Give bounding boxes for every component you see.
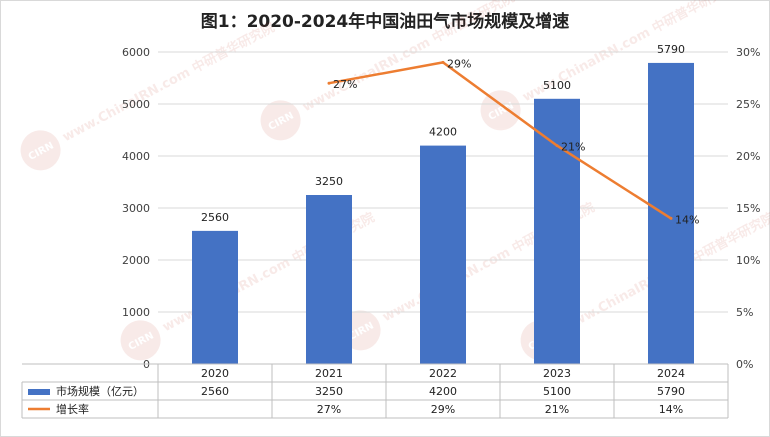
watermark-logo — [120, 320, 161, 361]
x-tick-label: 2020 — [201, 367, 229, 380]
watermark-logo — [20, 130, 61, 171]
y-right-tick-label: 20% — [736, 150, 760, 163]
bar-data-label: 5100 — [543, 79, 571, 92]
growth-data-label: 14% — [675, 213, 699, 226]
chart-title: 图1：2020-2024年中国油田气市场规模及增速 — [201, 11, 570, 32]
growth-point — [555, 144, 559, 148]
y-left-tick-label: 2000 — [122, 254, 150, 267]
table-cell-size: 5100 — [543, 385, 571, 398]
growth-data-label: 29% — [447, 57, 471, 70]
y-right-tick-label: 25% — [736, 98, 760, 111]
y-left-tick-label: 4000 — [122, 150, 150, 163]
y-left-tick-label: 5000 — [122, 98, 150, 111]
growth-data-label: 27% — [333, 78, 357, 91]
x-tick-label: 2024 — [657, 367, 685, 380]
growth-point — [441, 60, 445, 64]
y-left-tick-label: 6000 — [122, 46, 150, 59]
growth-point — [669, 216, 673, 220]
bar — [192, 230, 238, 364]
y-right-tick-label: 5% — [736, 306, 753, 319]
bar — [534, 98, 580, 365]
bar-data-label: 3250 — [315, 175, 343, 188]
legend-label-bar: 市场规模（亿元） — [56, 384, 144, 398]
bar — [648, 62, 694, 365]
table-cell-growth: 21% — [545, 403, 569, 416]
bar — [306, 195, 352, 364]
y-left-tick-label: 3000 — [122, 202, 150, 215]
bar-series: 2560 3250 4200 5100 5790 — [192, 43, 694, 365]
bar — [420, 145, 466, 364]
growth-data-label: 21% — [561, 141, 585, 154]
bar-data-label: 2560 — [201, 211, 229, 224]
watermark-logo — [480, 90, 521, 131]
data-table: 2020 2021 2022 2023 2024 市场规模（亿元） 增长率 2560 3250 4… — [21, 363, 729, 419]
y-right-tick-label: 0% — [736, 358, 753, 371]
y-right-tick-label: 10% — [736, 254, 760, 267]
watermark-logo — [260, 100, 301, 141]
table-cell-growth: 27% — [317, 403, 341, 416]
table-cell-growth: 14% — [659, 403, 683, 416]
table-cell-size: 4200 — [429, 385, 457, 398]
table-cell-size: 5790 — [657, 385, 685, 398]
y-left-tick-label: 1000 — [122, 306, 150, 319]
bar-data-label: 5790 — [657, 43, 685, 56]
bar-data-label: 4200 — [429, 126, 457, 139]
legend-label-line: 增长率 — [56, 402, 89, 416]
table-cell-size: 3250 — [315, 385, 343, 398]
growth-line-series: 27% 29% 21% 14% — [327, 57, 699, 226]
x-tick-label: 2023 — [543, 367, 571, 380]
x-tick-label: 2022 — [429, 367, 457, 380]
growth-line — [328, 61, 672, 220]
y-right-tick-label: 30% — [736, 46, 760, 59]
growth-point — [327, 81, 331, 85]
table-cell-growth: 29% — [431, 403, 455, 416]
y-right-tick-label: 15% — [736, 202, 760, 215]
table-cell-size: 2560 — [201, 385, 229, 398]
x-tick-label: 2021 — [315, 367, 343, 380]
legend-swatch-bar — [28, 389, 50, 395]
